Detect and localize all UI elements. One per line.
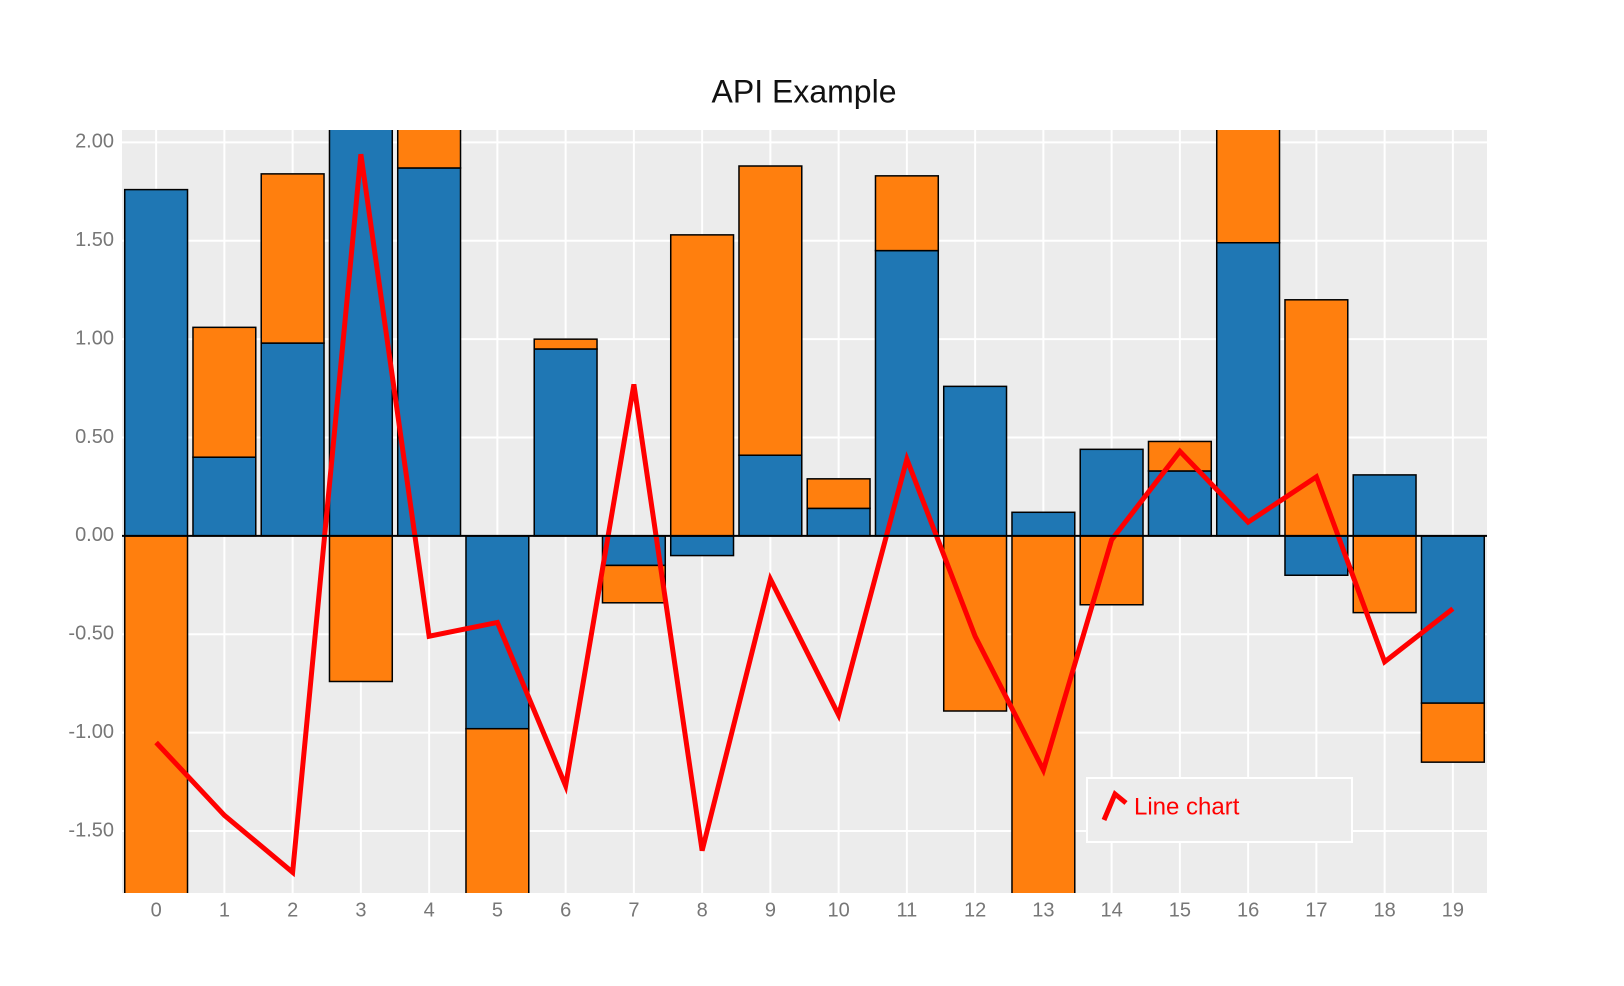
x-tick-label: 8 — [697, 899, 708, 921]
x-tick-label: 9 — [765, 899, 776, 921]
y-tick-label: 0.00 — [75, 524, 114, 546]
bar — [669, 234, 735, 537]
x-tick-label: 12 — [964, 899, 986, 921]
bar — [738, 165, 803, 456]
bar — [669, 535, 735, 557]
bar — [1011, 511, 1076, 537]
line — [154, 153, 1455, 878]
bar — [806, 507, 871, 537]
x-tick-label: 14 — [1101, 899, 1123, 921]
x-tick-label: 1 — [219, 899, 230, 921]
bar — [942, 385, 1008, 537]
legend-label: Line chart — [1134, 793, 1240, 820]
bar — [465, 535, 530, 730]
bar — [1352, 474, 1417, 537]
bar — [1079, 535, 1144, 606]
x-tick-label: 10 — [828, 899, 850, 921]
bar — [465, 727, 530, 893]
x-tick-label: 17 — [1305, 899, 1327, 921]
y-tick-label: 2.00 — [75, 131, 114, 153]
x-tick-label: 19 — [1442, 899, 1464, 921]
x-tick-label: 7 — [628, 899, 639, 921]
bar — [123, 535, 189, 893]
y-tick-label: -1.50 — [68, 819, 114, 841]
bar — [1420, 702, 1486, 763]
y-tick-label: 1.50 — [75, 229, 114, 251]
bar — [260, 342, 325, 537]
y-tick-label: 0.50 — [75, 426, 114, 448]
bar — [1011, 535, 1076, 893]
bar — [738, 454, 803, 537]
bar — [328, 535, 394, 683]
bar — [1079, 448, 1144, 537]
x-tick-label: 5 — [492, 899, 503, 921]
bar — [1284, 299, 1349, 537]
y-tick-label: 1.00 — [75, 327, 114, 349]
bar — [123, 188, 189, 537]
x-tick-label: 15 — [1169, 899, 1191, 921]
x-tick-label: 11 — [896, 899, 917, 921]
y-tick-label: -0.50 — [68, 623, 114, 645]
x-tick-label: 0 — [151, 899, 162, 921]
bar — [1284, 535, 1349, 576]
bar — [260, 173, 325, 344]
y-tick-label: -1.00 — [68, 721, 114, 743]
bar — [601, 564, 667, 604]
x-tick-label: 3 — [355, 899, 366, 921]
x-tick-label: 6 — [560, 899, 571, 921]
bar — [1215, 241, 1281, 537]
x-tick-label: 13 — [1032, 899, 1054, 921]
bar — [396, 130, 462, 169]
chart-title: API Example — [712, 73, 897, 109]
legend-box — [1086, 777, 1353, 843]
bar — [1215, 130, 1281, 244]
bar — [1420, 535, 1486, 704]
x-tick-label: 16 — [1237, 899, 1259, 921]
bar — [192, 326, 257, 458]
x-tick-label: 18 — [1374, 899, 1396, 921]
bar — [806, 478, 871, 510]
x-tick-label: 2 — [287, 899, 298, 921]
bar — [874, 175, 940, 252]
legend-icon — [1101, 789, 1128, 821]
bar — [533, 338, 598, 350]
x-tick-label: 4 — [424, 899, 435, 921]
bar — [328, 130, 394, 537]
bar — [1147, 440, 1213, 472]
bar — [192, 456, 257, 537]
bar — [601, 535, 667, 567]
bar — [533, 348, 598, 537]
bar — [874, 249, 940, 537]
